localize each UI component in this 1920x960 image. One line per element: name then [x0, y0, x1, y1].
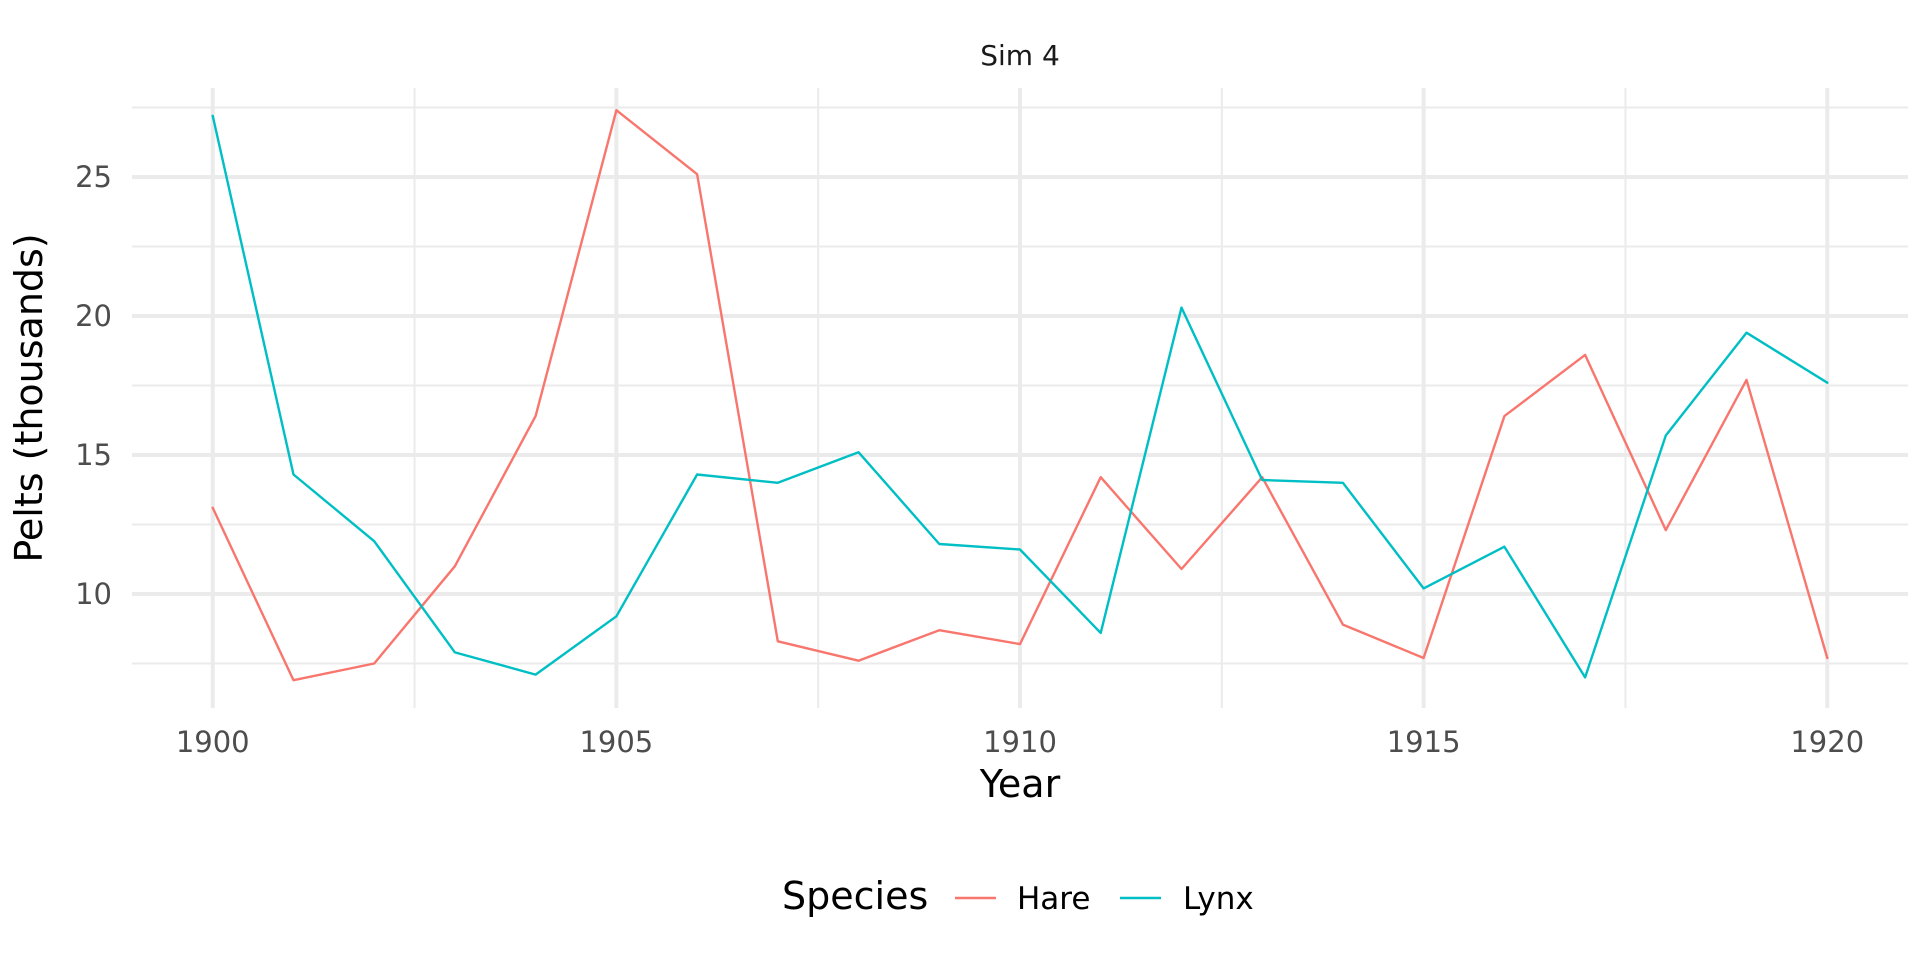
- x-tick-label: 1905: [579, 725, 653, 759]
- x-axis-title: Year: [979, 762, 1061, 806]
- series-line-hare: [211, 108, 1829, 682]
- y-tick-label: 10: [75, 577, 112, 611]
- y-axis-title: Pelts (thousands): [7, 233, 51, 562]
- x-tick-label: 1910: [983, 725, 1057, 759]
- y-tick-label: 20: [75, 299, 112, 333]
- legend-title: Species: [782, 874, 928, 918]
- x-tick-label: 1900: [176, 725, 250, 759]
- legend: Species Hare Lynx: [782, 874, 1254, 918]
- series-line-lynx: [211, 114, 1829, 679]
- x-tick-label: 1915: [1387, 725, 1461, 759]
- x-tick-label: 1920: [1790, 725, 1864, 759]
- y-tick-label: 15: [75, 438, 112, 472]
- y-tick-label: 25: [75, 160, 112, 194]
- legend-label-lynx: Lynx: [1183, 881, 1254, 917]
- legend-label-hare: Hare: [1017, 881, 1090, 917]
- grid-lines: [132, 88, 1908, 708]
- panel-title: Sim 4: [980, 39, 1060, 72]
- axis-ticks: 1900 1905 1910 1915 1920 10 15 20 25: [75, 160, 1864, 759]
- series-lines: [211, 108, 1829, 682]
